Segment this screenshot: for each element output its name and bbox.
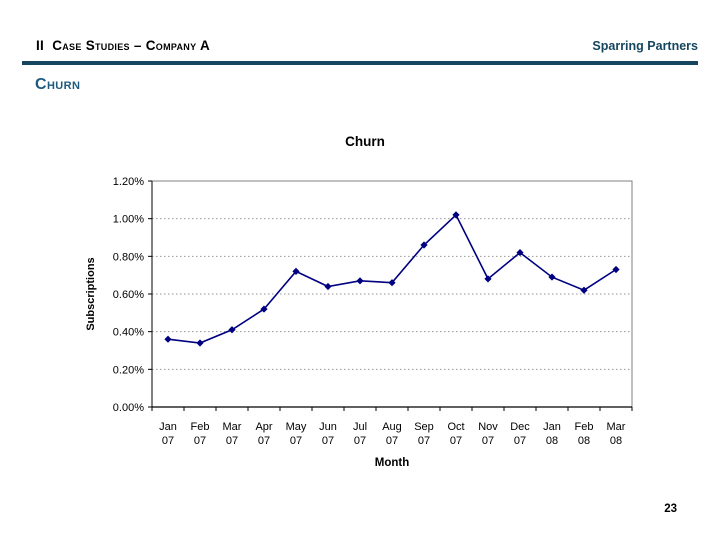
data-point-marker — [548, 273, 556, 281]
x-tick-label-year: 08 — [546, 435, 558, 447]
x-tick-label-year: 07 — [258, 435, 270, 447]
churn-line-chart: 0.00% 0.20% 0.40% 0.60% 0.80% 1.00% 1.20% Jan 07… — [75, 125, 645, 475]
slide-title: Churn — [35, 76, 81, 93]
x-tick-label-year: 07 — [482, 435, 494, 447]
y-tick-label: 1.00% — [113, 214, 144, 226]
x-tick-label-month: Feb — [575, 421, 594, 433]
chart-svg: 0.00% 0.20% 0.40% 0.60% 0.80% 1.00% 1.20% Jan 07… — [85, 134, 633, 469]
chart-title: Churn — [345, 134, 385, 149]
y-tick-label: 0.00% — [113, 402, 144, 414]
x-tick-label-year: 07 — [354, 435, 366, 447]
x-tick-label-month: May — [286, 421, 307, 433]
x-tick-label-month: Apr — [255, 421, 272, 433]
y-axis-title: Subscriptions — [85, 257, 97, 330]
x-tick-label-month: Jan — [159, 421, 177, 433]
data-point-marker — [260, 305, 268, 313]
x-tick-label-year: 07 — [162, 435, 174, 447]
x-tick-label-month: Sep — [414, 421, 434, 433]
header-brand: Sparring Partners — [592, 39, 698, 53]
page-number: 23 — [664, 503, 677, 515]
x-tick-label-month: Feb — [191, 421, 210, 433]
data-point-marker — [580, 286, 588, 294]
data-point-marker — [452, 211, 460, 219]
x-tick-label-month: Jun — [319, 421, 337, 433]
data-point-marker — [292, 267, 300, 275]
data-point-marker — [612, 265, 620, 274]
x-tick-label-month: Nov — [478, 421, 498, 433]
x-tick-label-year: 08 — [610, 435, 622, 447]
data-point-marker — [516, 248, 524, 257]
x-tick-label-year: 07 — [450, 435, 462, 447]
x-tick-label-month: Mar — [223, 421, 242, 433]
data-point-marker — [420, 241, 428, 249]
y-tick-label: 0.40% — [113, 327, 144, 339]
x-tick-label-month: Jan — [543, 421, 561, 433]
data-point-marker — [324, 282, 332, 291]
y-tick-label: 0.80% — [113, 251, 144, 263]
x-tick-label-month: Mar — [607, 421, 626, 433]
x-tick-label-year: 07 — [290, 435, 302, 447]
x-tick-label-year: 07 — [322, 435, 334, 447]
y-tick-label: 1.20% — [113, 176, 144, 188]
data-point-marker — [196, 339, 204, 347]
x-tick-label-year: 07 — [386, 435, 398, 447]
x-tick-label-month: Jul — [353, 421, 367, 433]
y-tick-label: 0.60% — [113, 289, 144, 301]
x-tick-label-year: 07 — [514, 435, 526, 447]
x-tick-label-year: 07 — [194, 435, 206, 447]
header-section-title: II Case Studies – Company A — [36, 38, 211, 53]
x-axis-title: Month — [375, 457, 409, 469]
data-point-marker — [228, 326, 236, 334]
x-tick-label-year: 07 — [418, 435, 430, 447]
y-tick-label: 0.20% — [113, 364, 144, 376]
data-point-marker — [164, 335, 172, 343]
header-divider — [22, 61, 698, 65]
data-point-marker — [388, 279, 396, 287]
x-tick-label-month: Dec — [510, 421, 530, 433]
x-tick-label-month: Aug — [382, 421, 402, 433]
x-tick-label-month: Oct — [447, 421, 464, 433]
x-tick-label-year: 08 — [578, 435, 590, 447]
x-tick-label-year: 07 — [226, 435, 238, 447]
